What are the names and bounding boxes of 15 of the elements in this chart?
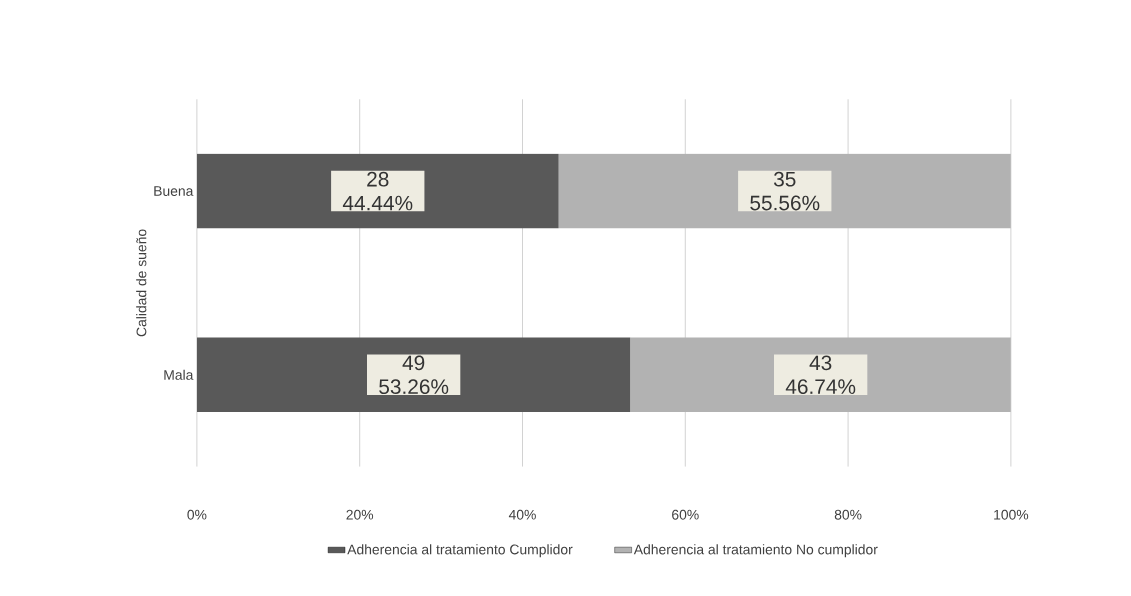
x-tick-label: 0% xyxy=(187,509,207,520)
x-tick-label: 20% xyxy=(346,509,374,520)
x-tick-label: 80% xyxy=(834,509,862,520)
data-label: 49 53.26% xyxy=(379,355,449,395)
y-tick-label: Buena xyxy=(154,186,194,197)
legend-label: Adherencia al tratamiento Cumplidor xyxy=(347,544,573,558)
x-tick-label: 60% xyxy=(672,509,699,520)
data-label: 43 46.74% xyxy=(785,355,856,395)
x-tick-label: 40% xyxy=(508,509,536,520)
data-label: 28 44.44% xyxy=(342,172,413,211)
y-axis-title: Calidad de sueño xyxy=(136,229,147,337)
legend-label: Adherencia al tratamiento No cumplidor xyxy=(633,544,878,558)
y-tick-label: Mala xyxy=(164,369,194,381)
data-label: 35 55.56% xyxy=(750,171,820,211)
x-tick-label: 100% xyxy=(994,509,1029,520)
